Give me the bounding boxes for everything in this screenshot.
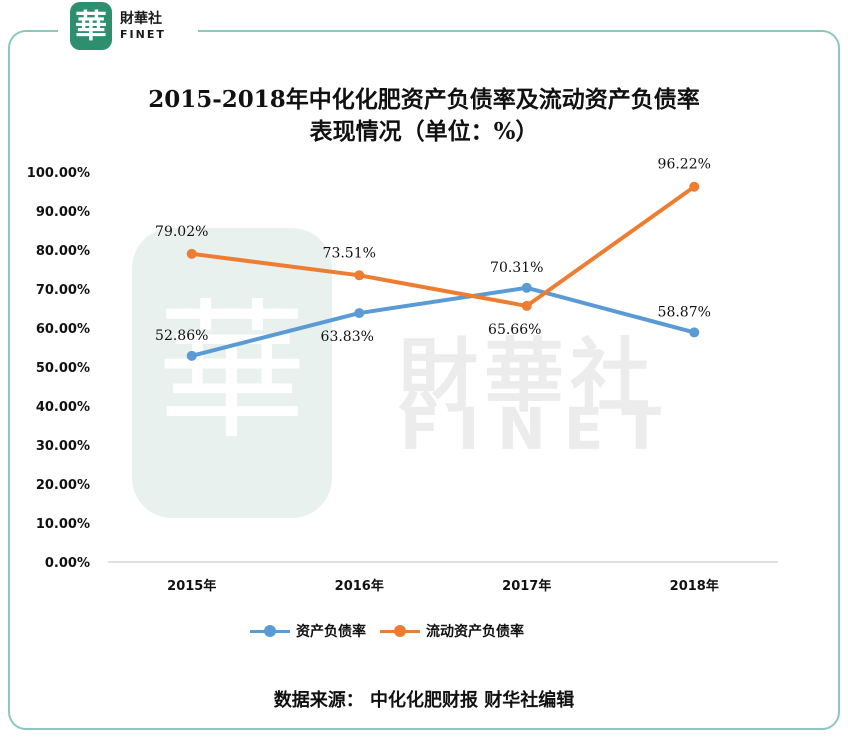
y-tick-label: 50.00% [36,361,90,376]
y-tick-label: 30.00% [36,439,90,454]
x-tick-label: 2015年 [167,578,216,594]
data-point-series-2 [689,181,700,192]
legend-swatch-orange [380,624,420,637]
legend-swatch-blue [250,624,290,637]
chart-frame [8,30,840,730]
y-tick-label: 60.00% [36,322,90,337]
data-label-series-1: 58.87% [658,304,711,320]
logo-name-cn: 財華社 [120,11,162,27]
data-label-series-2: 73.51% [323,245,376,261]
x-tick-label: 2016年 [335,578,384,594]
data-source-note: 数据来源： 中化化肥财报 财华社编辑 [273,690,575,711]
y-tick-label: 90.00% [36,205,90,220]
data-label-series-2: 65.66% [488,322,541,338]
y-tick-label: 70.00% [36,283,90,298]
y-tick-label: 20.00% [36,478,90,493]
data-label-series-1: 52.86% [155,328,208,344]
logo-seal: 華 [70,2,112,50]
legend-item-series-1: 资产负债率 [250,621,366,641]
series-line-1 [189,285,697,358]
legend-label-series-1: 资产负债率 [296,624,366,640]
watermark-name-en: FINET [400,395,679,463]
x-tick-label: 2018年 [670,578,719,594]
y-tick-label: 10.00% [36,517,90,532]
y-tick-label: 0.00% [45,556,90,571]
series-line-2 [189,184,697,308]
y-tick-label: 80.00% [36,244,90,259]
data-point-series-1 [521,282,532,293]
data-point-series-2 [521,300,532,311]
data-point-series-2 [354,270,365,281]
chart-title-line2: 表现情况（单位：%） [309,118,539,145]
watermark-name-cn: 財華社 [398,330,656,423]
y-tick-label: 100.00% [27,166,90,181]
chart-title-line1: 2015-2018年中化化肥资产负债率及流动资产负债率 [148,86,700,113]
data-point-series-1 [689,327,700,338]
data-point-series-1 [354,308,365,319]
data-label-series-2: 96.22% [658,157,711,173]
y-tick-label: 40.00% [36,400,90,415]
data-point-series-2 [186,248,197,259]
data-label-series-2: 79.02% [155,224,208,240]
data-point-series-1 [186,350,197,361]
legend-label-series-2: 流动资产负债率 [426,624,524,640]
data-label-series-1: 63.83% [321,329,374,345]
finet-logo: 華 財華社 FINET [58,2,198,56]
legend-item-series-2: 流动资产负债率 [380,621,524,641]
logo-name-en: FINET [120,28,166,41]
watermark-seal: 華 [132,228,332,518]
chart-legend: 资产负债率 流动资产负债率 [250,620,524,642]
data-label-series-1: 70.31% [490,260,543,276]
x-tick-label: 2017年 [502,578,551,594]
